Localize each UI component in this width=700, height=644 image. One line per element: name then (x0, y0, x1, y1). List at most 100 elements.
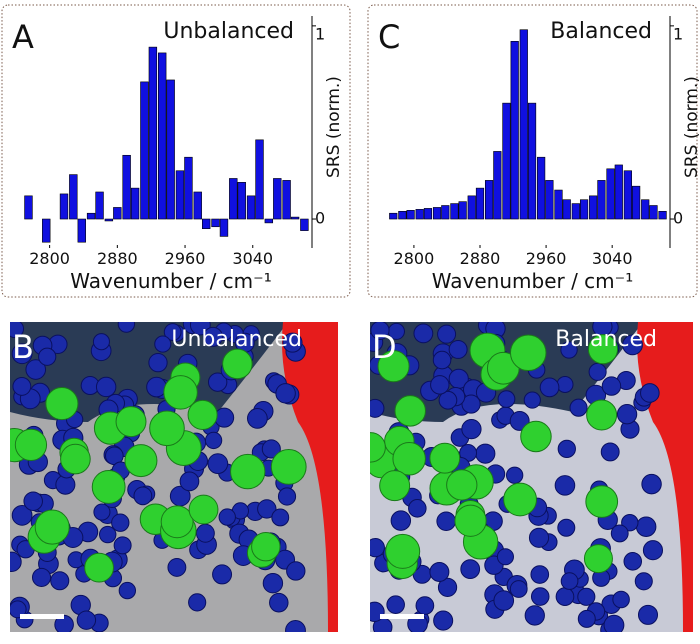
bar (42, 218, 51, 243)
bar (606, 168, 615, 220)
bar (545, 180, 554, 220)
blue-bead (612, 590, 630, 609)
bar (389, 212, 398, 220)
green-bead (251, 531, 281, 562)
blue-bead (623, 552, 643, 571)
green-bead (585, 485, 619, 518)
bar (554, 189, 563, 220)
green-bead (163, 375, 198, 410)
chart-title: Unbalanced (163, 19, 294, 44)
bar (493, 151, 502, 220)
bar (255, 139, 264, 220)
blue-bead (212, 564, 233, 585)
x-tick-label: 2880 (460, 249, 501, 268)
panel-letter: D (372, 328, 397, 366)
bar (264, 218, 274, 224)
green-bead (124, 444, 158, 478)
blue-bead (637, 604, 659, 625)
blue-bead (23, 491, 43, 511)
green-bead (60, 443, 91, 475)
blue-bead (257, 499, 277, 519)
bar (202, 218, 211, 229)
y-tick-label: 0 (673, 209, 683, 228)
bar (104, 218, 114, 222)
scale-bar (380, 614, 424, 619)
bar (623, 170, 632, 220)
blue-bead (10, 600, 27, 619)
blue-bead (98, 525, 117, 544)
blue-bead (117, 322, 136, 333)
blue-bead (438, 390, 458, 410)
blue-bead (460, 559, 481, 580)
micrograph: D Balanced (370, 322, 693, 632)
bar (69, 174, 78, 220)
x-axis-label: Wavenumber / cm⁻¹ (432, 269, 633, 293)
scale-bar (20, 614, 64, 619)
x-tick-label: 2800 (29, 249, 70, 268)
blue-bead (386, 595, 405, 614)
blue-bead (437, 324, 457, 344)
panel-letter: A (12, 18, 34, 56)
bar (579, 199, 589, 220)
blue-bead (429, 561, 450, 582)
bar (300, 218, 309, 231)
green-bead (149, 410, 185, 447)
green-bead (270, 448, 307, 485)
blue-bead (282, 332, 303, 353)
bar (398, 210, 407, 220)
green-bead (91, 469, 126, 504)
blue-bead (505, 466, 524, 484)
blue-bead (188, 593, 207, 612)
green-bead (509, 334, 547, 372)
blue-bead (448, 339, 468, 359)
bar (166, 79, 175, 220)
bar (290, 216, 300, 220)
blue-bead (524, 605, 545, 626)
bar (184, 156, 193, 220)
green-bead (222, 348, 253, 380)
blue-bead (415, 596, 435, 615)
blue-bead (539, 377, 560, 398)
blue-bead (635, 516, 657, 537)
bar (519, 29, 528, 220)
blue-bead (634, 572, 653, 591)
green-bead (84, 552, 114, 583)
image-title: Unbalanced (171, 327, 302, 352)
bar (415, 209, 424, 220)
bar (157, 52, 167, 220)
blue-bead (92, 333, 110, 351)
green-bead (379, 470, 411, 502)
blue-bead (560, 572, 579, 590)
blue-bead (247, 408, 268, 429)
green-bead (34, 509, 70, 545)
y-tick-label: 1 (673, 24, 683, 43)
bar (237, 182, 246, 220)
bar (86, 212, 96, 220)
bar (649, 205, 658, 220)
bar (484, 180, 494, 220)
blue-bead (622, 334, 643, 356)
blue-bead (38, 347, 57, 366)
blue-bead (600, 442, 620, 462)
bar (641, 199, 650, 220)
blue-bead (408, 499, 427, 518)
green-bead (520, 420, 552, 453)
y-axis-label: SRS (norm.) (682, 76, 700, 178)
green-bead (392, 442, 426, 476)
blue-bead (588, 362, 607, 381)
blue-bead (277, 487, 297, 506)
x-tick-label: 2880 (97, 249, 138, 268)
bar (282, 180, 291, 220)
green-bead (377, 350, 410, 383)
x-tick-label: 2960 (165, 249, 206, 268)
bar (537, 156, 546, 220)
blue-bead (204, 431, 223, 450)
blue-bead (603, 614, 625, 632)
blue-bead (179, 471, 200, 492)
blue-bead (271, 508, 290, 527)
blue-bead (413, 323, 434, 344)
blue-bead (530, 587, 550, 606)
blue-bead (11, 504, 33, 526)
bar (432, 207, 442, 220)
blue-bead (523, 391, 541, 409)
